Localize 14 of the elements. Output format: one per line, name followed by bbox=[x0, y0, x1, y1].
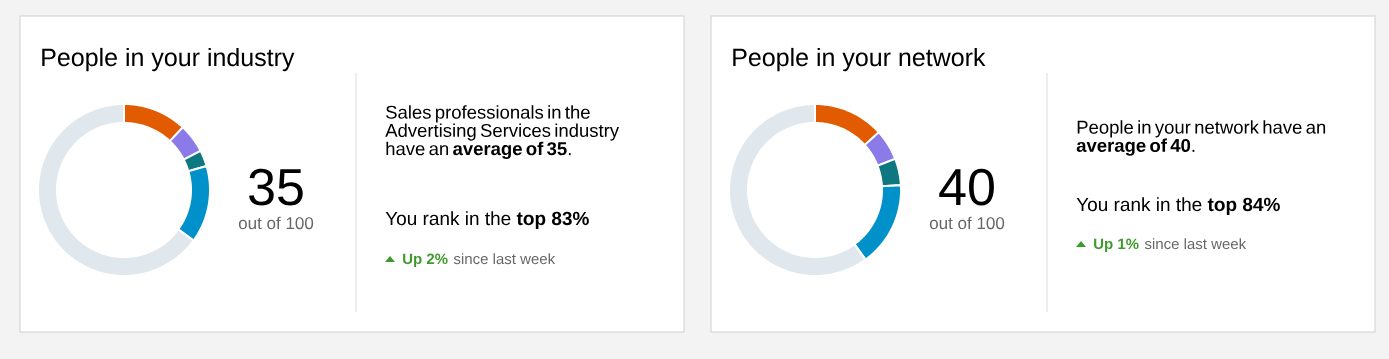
chart-title: People in your network bbox=[733, 47, 986, 72]
text: You rank in the top 83% bbox=[385, 211, 589, 229]
text: Sales professionals in the Advertising Services industry have an average of 35. bbox=[385, 105, 620, 160]
text: You rank in the top 84% bbox=[1076, 197, 1280, 215]
text: 40 bbox=[939, 168, 994, 206]
text: since last week bbox=[1144, 238, 1247, 250]
text: 35 bbox=[249, 168, 303, 206]
chart-title: People in your industry bbox=[42, 47, 295, 72]
text: Up 1% bbox=[1094, 238, 1139, 253]
text: out of 100 bbox=[929, 216, 1005, 230]
text: Up 2% bbox=[403, 253, 448, 268]
text: out of 100 bbox=[238, 216, 314, 230]
text: since last week bbox=[453, 253, 556, 265]
text: People in your network have an average of 40. bbox=[1076, 120, 1326, 156]
